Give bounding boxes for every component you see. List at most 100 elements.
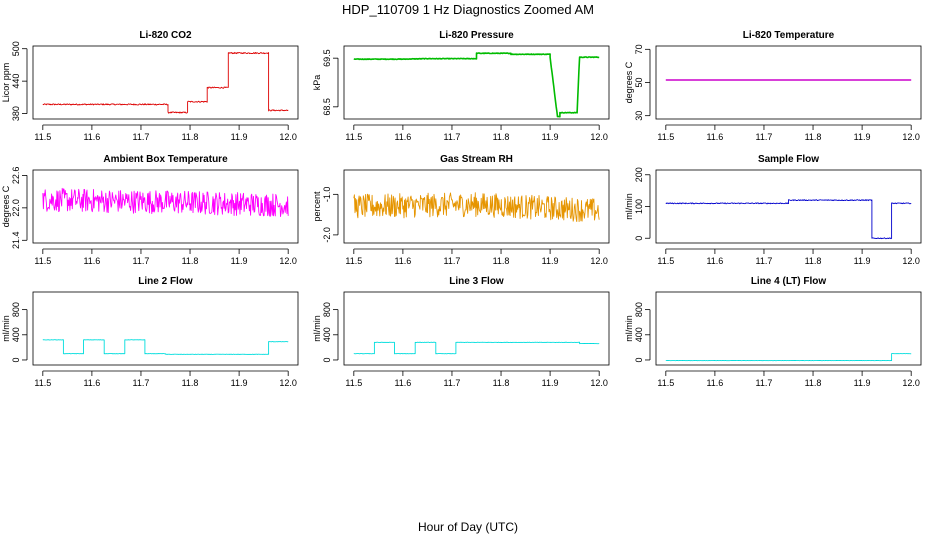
x-tick-label-li-820-co2: 11.8	[182, 132, 199, 142]
y-axis-label-ambient-box-temperature: degrees C	[1, 185, 11, 227]
panel-ambient-box-temperature: Ambient Box Temperature 11.5 11.6 11.7 11.8 1…	[1, 154, 299, 266]
plot-frame-sample-flow	[655, 169, 922, 244]
y-tick-label-gas-stream-rh: -2.0	[322, 227, 332, 243]
y-axis-label-sample-flow: ml/min	[624, 193, 634, 220]
series-line-li-820-co2-0	[42, 51, 289, 114]
y-tick-label-line-2-flow: 800	[11, 302, 21, 317]
x-tick-label-gas-stream-rh: 11.9	[542, 256, 559, 266]
panel-title-ambient-box-temperature: Ambient Box Temperature	[103, 154, 228, 165]
x-tick-label-sample-flow: 12.0	[902, 256, 920, 266]
x-tick-label-line-3-flow: 11.7	[444, 378, 461, 388]
x-tick-label-li-820-co2: 12.0	[279, 132, 297, 142]
x-tick-label-sample-flow: 11.6	[706, 256, 723, 266]
x-tick-label-line-4-lt-flow: 11.5	[657, 378, 674, 388]
y-axis-label-li-820-temperature: degrees C	[624, 61, 634, 103]
x-tick-label-line-3-flow: 11.5	[345, 378, 362, 388]
x-tick-label-gas-stream-rh: 11.8	[493, 256, 510, 266]
x-tick-label-sample-flow: 11.8	[805, 256, 822, 266]
y-axis-label-line-4-lt-flow: ml/min	[624, 315, 634, 342]
y-tick-label-li-820-temperature: 30	[634, 111, 644, 121]
x-tick-label-line-4-lt-flow: 11.9	[854, 378, 871, 388]
figure-xlabel: Hour of Day (UTC)	[418, 520, 518, 534]
series-line-ambient-box-temperature-0	[42, 187, 289, 217]
panel-li-820-temperature: Li-820 Temperature 11.5 11.6 11.7 11.8 11.9 12…	[624, 30, 922, 142]
x-tick-label-li-820-pressure: 11.6	[394, 132, 411, 142]
panel-title-li-820-temperature: Li-820 Temperature	[743, 30, 835, 41]
x-tick-label-gas-stream-rh: 11.6	[394, 256, 411, 266]
x-tick-label-line-2-flow: 12.0	[279, 378, 297, 388]
x-tick-label-ambient-box-temperature: 12.0	[279, 256, 297, 266]
x-tick-label-line-4-lt-flow: 11.7	[756, 378, 773, 388]
y-tick-label-line-3-flow: 0	[322, 357, 332, 362]
panel-sample-flow: Sample Flow 11.5 11.6 11.7 11.8 11.9 12.0 0 100 2…	[624, 154, 922, 266]
panel-li-820-co2: Li-820 CO2 11.5 11.6 11.7 11.8 11.9 12.0 380 440…	[1, 30, 299, 142]
panel-line-4-lt-flow: Line 4 (LT) Flow 11.5 11.6 11.7 11.8 11.9 12.0…	[624, 276, 922, 388]
x-tick-label-line-2-flow: 11.8	[182, 378, 199, 388]
x-tick-label-li-820-temperature: 11.7	[756, 132, 773, 142]
series-line-line-2-flow-0	[42, 339, 289, 355]
x-tick-label-li-820-pressure: 11.8	[493, 132, 510, 142]
series-line-line-4-lt-flow-0	[665, 353, 912, 362]
y-tick-label-line-4-lt-flow: 800	[634, 302, 644, 317]
panels-grid: Li-820 CO2 11.5 11.6 11.7 11.8 11.9 12.0 380 440…	[1, 30, 922, 388]
x-tick-label-ambient-box-temperature: 11.9	[231, 256, 248, 266]
x-tick-label-line-2-flow: 11.9	[231, 378, 248, 388]
y-tick-label-li-820-temperature: 50	[634, 77, 644, 87]
y-tick-label-li-820-co2: 440	[11, 74, 21, 89]
y-axis-label-li-820-co2: Licor ppm	[1, 63, 11, 103]
x-tick-label-line-3-flow: 11.6	[394, 378, 411, 388]
y-tick-label-sample-flow: 200	[634, 167, 644, 182]
x-tick-label-ambient-box-temperature: 11.5	[34, 256, 51, 266]
x-tick-label-line-3-flow: 11.8	[493, 378, 510, 388]
panel-title-li-820-co2: Li-820 CO2	[139, 30, 192, 41]
x-tick-label-li-820-temperature: 11.9	[854, 132, 871, 142]
y-tick-label-line-3-flow: 400	[322, 327, 332, 342]
y-axis-label-line-3-flow: ml/min	[312, 315, 322, 342]
x-tick-label-sample-flow: 11.7	[756, 256, 773, 266]
y-tick-label-ambient-box-temperature: 22.6	[11, 167, 21, 185]
y-tick-label-sample-flow: 0	[634, 236, 644, 241]
y-tick-label-sample-flow: 100	[634, 199, 644, 214]
plot-frame-line-2-flow	[32, 291, 299, 366]
y-tick-label-line-2-flow: 400	[11, 327, 21, 342]
x-tick-label-li-820-temperature: 11.8	[805, 132, 822, 142]
panel-line-2-flow: Line 2 Flow 11.5 11.6 11.7 11.8 11.9 12.0 0 400 8…	[1, 276, 299, 388]
panel-title-line-2-flow: Line 2 Flow	[138, 276, 193, 287]
plot-frame-line-3-flow	[343, 291, 610, 366]
panel-gas-stream-rh: Gas Stream RH 11.5 11.6 11.7 11.8 11.9 12.0 -2.…	[312, 154, 610, 266]
x-tick-label-li-820-co2: 11.6	[83, 132, 100, 142]
y-tick-label-line-2-flow: 0	[11, 357, 21, 362]
x-tick-label-line-4-lt-flow: 11.8	[805, 378, 822, 388]
y-axis-label-line-2-flow: ml/min	[1, 315, 11, 342]
x-tick-label-li-820-pressure: 11.9	[542, 132, 559, 142]
x-tick-label-line-2-flow: 11.6	[83, 378, 100, 388]
y-tick-label-gas-stream-rh: -1.0	[322, 187, 332, 203]
x-tick-label-li-820-co2: 11.5	[34, 132, 51, 142]
x-tick-label-sample-flow: 11.5	[657, 256, 674, 266]
y-tick-label-line-4-lt-flow: 0	[634, 357, 644, 362]
y-tick-label-ambient-box-temperature: 22.0	[11, 199, 21, 217]
y-tick-label-li-820-co2: 500	[11, 41, 21, 56]
x-tick-label-line-3-flow: 11.9	[542, 378, 559, 388]
panel-title-gas-stream-rh: Gas Stream RH	[440, 154, 513, 165]
y-tick-label-li-820-pressure: 68.5	[322, 98, 332, 116]
y-tick-label-ambient-box-temperature: 21.4	[11, 232, 21, 250]
x-tick-label-li-820-co2: 11.7	[133, 132, 150, 142]
y-tick-label-li-820-pressure: 69.5	[322, 49, 332, 67]
x-tick-label-line-2-flow: 11.5	[34, 378, 51, 388]
x-tick-label-gas-stream-rh: 11.5	[345, 256, 362, 266]
panel-title-line-4-lt-flow: Line 4 (LT) Flow	[751, 276, 827, 287]
series-line-li-820-pressure-0	[353, 52, 600, 118]
plot-frame-ambient-box-temperature	[32, 169, 299, 244]
x-tick-label-line-3-flow: 12.0	[590, 378, 608, 388]
panel-title-li-820-pressure: Li-820 Pressure	[439, 30, 514, 41]
x-tick-label-li-820-pressure: 11.5	[345, 132, 362, 142]
x-tick-label-ambient-box-temperature: 11.7	[133, 256, 150, 266]
panel-title-sample-flow: Sample Flow	[758, 154, 819, 165]
plot-frame-li-820-temperature	[655, 45, 922, 120]
y-axis-label-gas-stream-rh: percent	[312, 191, 322, 222]
x-tick-label-line-4-lt-flow: 12.0	[902, 378, 920, 388]
panel-li-820-pressure: Li-820 Pressure 11.5 11.6 11.7 11.8 11.9 12.0 6…	[312, 30, 610, 142]
x-tick-label-gas-stream-rh: 12.0	[590, 256, 608, 266]
